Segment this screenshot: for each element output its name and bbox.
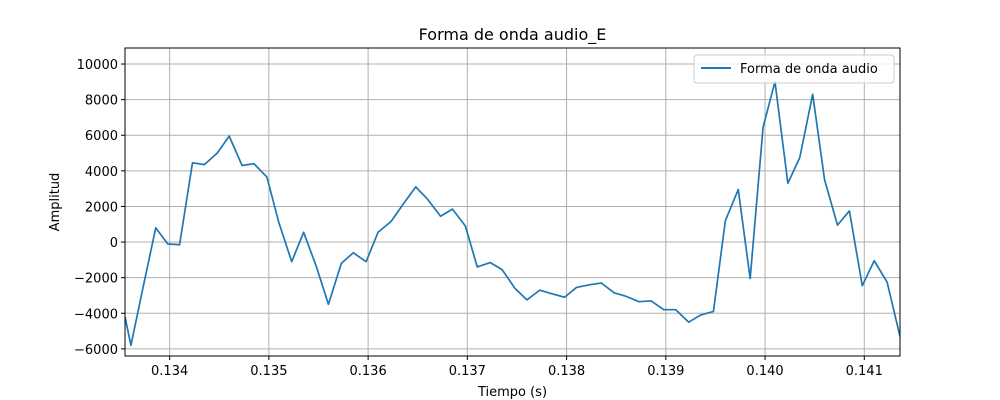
y-tick-label: −2000 xyxy=(74,272,118,287)
x-tick-label: 0.141 xyxy=(846,364,883,379)
x-tick-label: 0.140 xyxy=(746,364,783,379)
ticks: 0.134 0.135 0.136 0.137 0.138 0.139 0.140 0.141… xyxy=(74,58,883,379)
y-tick-label: −4000 xyxy=(74,307,118,322)
series-lines xyxy=(125,80,900,347)
y-tick-label: −6000 xyxy=(74,343,118,358)
y-tick-label: 10000 xyxy=(77,58,118,73)
series-line-0 xyxy=(125,80,900,347)
x-tick-label: 0.138 xyxy=(548,364,585,379)
x-tick-label: 0.139 xyxy=(647,364,684,379)
legend: Forma de onda audio xyxy=(693,54,895,84)
chart-title: Forma de onda audio_E xyxy=(419,25,607,45)
y-tick-label: 2000 xyxy=(85,200,118,215)
plot-area xyxy=(125,48,900,356)
x-tick-label: 0.137 xyxy=(449,364,486,379)
y-tick-label: 8000 xyxy=(85,94,118,109)
y-tick-label: 4000 xyxy=(85,165,118,180)
grid xyxy=(125,48,900,356)
y-axis-label: Amplitud xyxy=(48,173,63,232)
x-tick-label: 0.134 xyxy=(151,364,188,379)
y-tick-label: 0 xyxy=(110,236,118,251)
plot-frame xyxy=(124,47,901,357)
legend-box xyxy=(693,54,895,84)
legend-label: Forma de onda audio xyxy=(740,62,878,77)
x-axis-label: Tiempo (s) xyxy=(477,385,547,400)
x-tick-label: 0.136 xyxy=(350,364,387,379)
x-tick-label: 0.135 xyxy=(250,364,287,379)
y-tick-label: 6000 xyxy=(85,129,118,144)
